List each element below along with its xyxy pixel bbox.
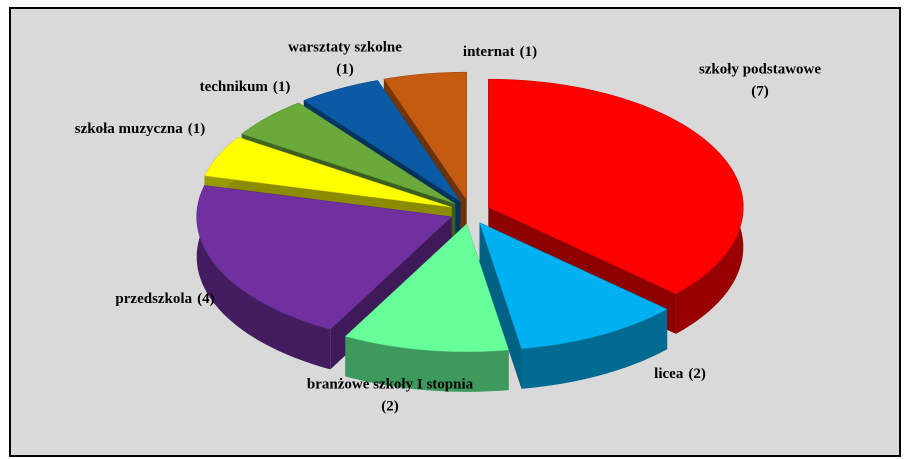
- data-label-value: (4): [197, 291, 215, 307]
- data-label-name: szkoły podstawowe: [699, 61, 821, 77]
- data-label: szkoła muzyczna (1): [75, 121, 205, 137]
- slice-top: [303, 80, 461, 202]
- slice-wall: [521, 309, 668, 389]
- data-label-name: branżowe szkoły I stopnia: [307, 376, 474, 392]
- data-label: internat (1): [463, 44, 537, 60]
- slice-top: [204, 136, 452, 208]
- data-label-name: przedszkola: [115, 291, 192, 307]
- slice-top: [196, 185, 453, 330]
- data-label-value: (2): [381, 398, 399, 414]
- data-label-name: szkoła muzyczna: [75, 121, 183, 137]
- data-label-value: (1): [188, 121, 206, 137]
- data-label-name: internat: [463, 44, 515, 60]
- data-label-name: technikum: [200, 79, 269, 95]
- slice-top: [241, 102, 456, 205]
- slice-top: [344, 223, 510, 353]
- slice-wall: [196, 185, 331, 370]
- data-label-value: (1): [336, 61, 354, 77]
- data-label-value: (2): [688, 366, 706, 382]
- data-label: technikum (1): [200, 79, 291, 95]
- data-label-name: licea: [654, 366, 684, 382]
- data-label: licea (2): [654, 366, 706, 382]
- slice-top: [383, 71, 467, 201]
- data-label-value: (1): [273, 79, 291, 95]
- slice-top: [488, 78, 744, 295]
- data-label-name: warsztaty szkolne: [288, 39, 402, 55]
- slice-top: [479, 222, 668, 350]
- slice-wall: [345, 336, 509, 392]
- data-label-value: (7): [751, 83, 769, 99]
- data-label-value: (1): [520, 44, 538, 60]
- data-label: przedszkola (4): [115, 291, 214, 307]
- slice-side: [479, 222, 522, 389]
